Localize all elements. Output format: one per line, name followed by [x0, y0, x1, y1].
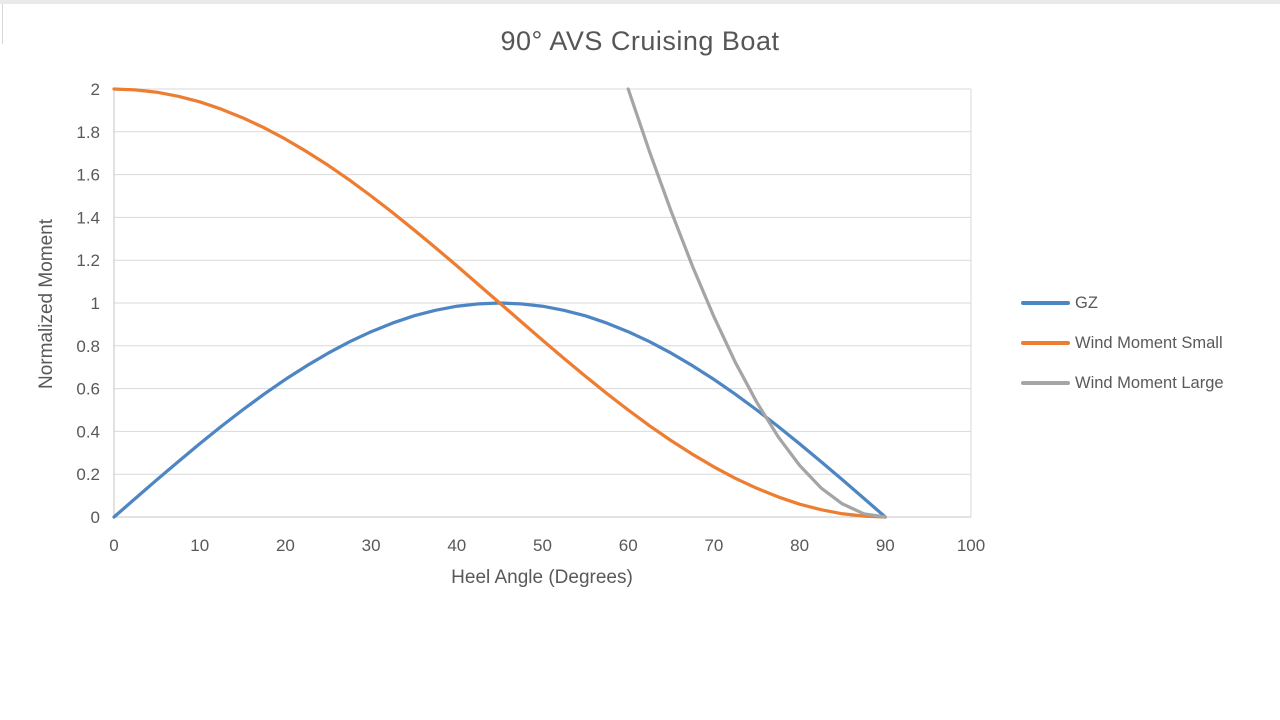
chart-title: 90° AVS Cruising Boat: [500, 26, 780, 56]
x-tick-label: 90: [876, 536, 895, 555]
legend-label-wind-moment-small: Wind Moment Small: [1075, 333, 1223, 352]
legend-entry-wind-moment-small: Wind Moment Small: [1021, 323, 1224, 363]
x-tick-label: 70: [704, 536, 723, 555]
series-line-wind-moment-small: [112, 87, 887, 519]
x-tick-label: 20: [276, 536, 295, 555]
legend-line-swatch-gz: [1021, 301, 1070, 305]
window-left-border: [2, 4, 3, 44]
window-top-border: [0, 0, 1280, 4]
y-tick-label: 0.4: [76, 422, 100, 441]
legend-entry-gz: GZ: [1021, 283, 1224, 323]
y-tick-label: 1.4: [76, 208, 100, 227]
x-tick-label: 30: [362, 536, 381, 555]
y-tick-label: 0.8: [76, 337, 100, 356]
series-line-wind-moment-large: [626, 87, 887, 519]
x-tick-label: 80: [790, 536, 809, 555]
series-line-gz: [112, 301, 887, 519]
y-axis-title: Normalized Moment: [36, 219, 57, 389]
x-tick-label: 10: [190, 536, 209, 555]
x-axis-title: Heel Angle (Degrees): [451, 567, 633, 588]
legend-entry-wind-moment-large: Wind Moment Large: [1021, 363, 1224, 403]
legend-label-gz: GZ: [1075, 293, 1098, 312]
y-tick-label: 1.8: [76, 123, 100, 142]
legend-line-swatch-wind-moment-small: [1021, 341, 1070, 345]
legend: GZ Wind Moment Small Wind Moment Large: [1021, 283, 1224, 403]
y-tick-label: 1.2: [76, 251, 100, 270]
x-tick-label: 50: [533, 536, 552, 555]
x-tick-label: 40: [447, 536, 466, 555]
y-tick-label: 0: [91, 508, 100, 527]
x-tick-label: 100: [957, 536, 985, 555]
x-tick-label: 0: [109, 536, 118, 555]
x-tick-label: 60: [619, 536, 638, 555]
y-tick-label: 1.6: [76, 166, 100, 185]
legend-line-swatch-wind-moment-large: [1021, 381, 1070, 385]
y-tick-label: 2: [91, 80, 100, 99]
legend-label-wind-moment-large: Wind Moment Large: [1075, 373, 1224, 392]
y-tick-label: 1: [91, 294, 100, 313]
y-tick-label: 0.2: [76, 465, 100, 484]
y-tick-label: 0.6: [76, 380, 100, 399]
